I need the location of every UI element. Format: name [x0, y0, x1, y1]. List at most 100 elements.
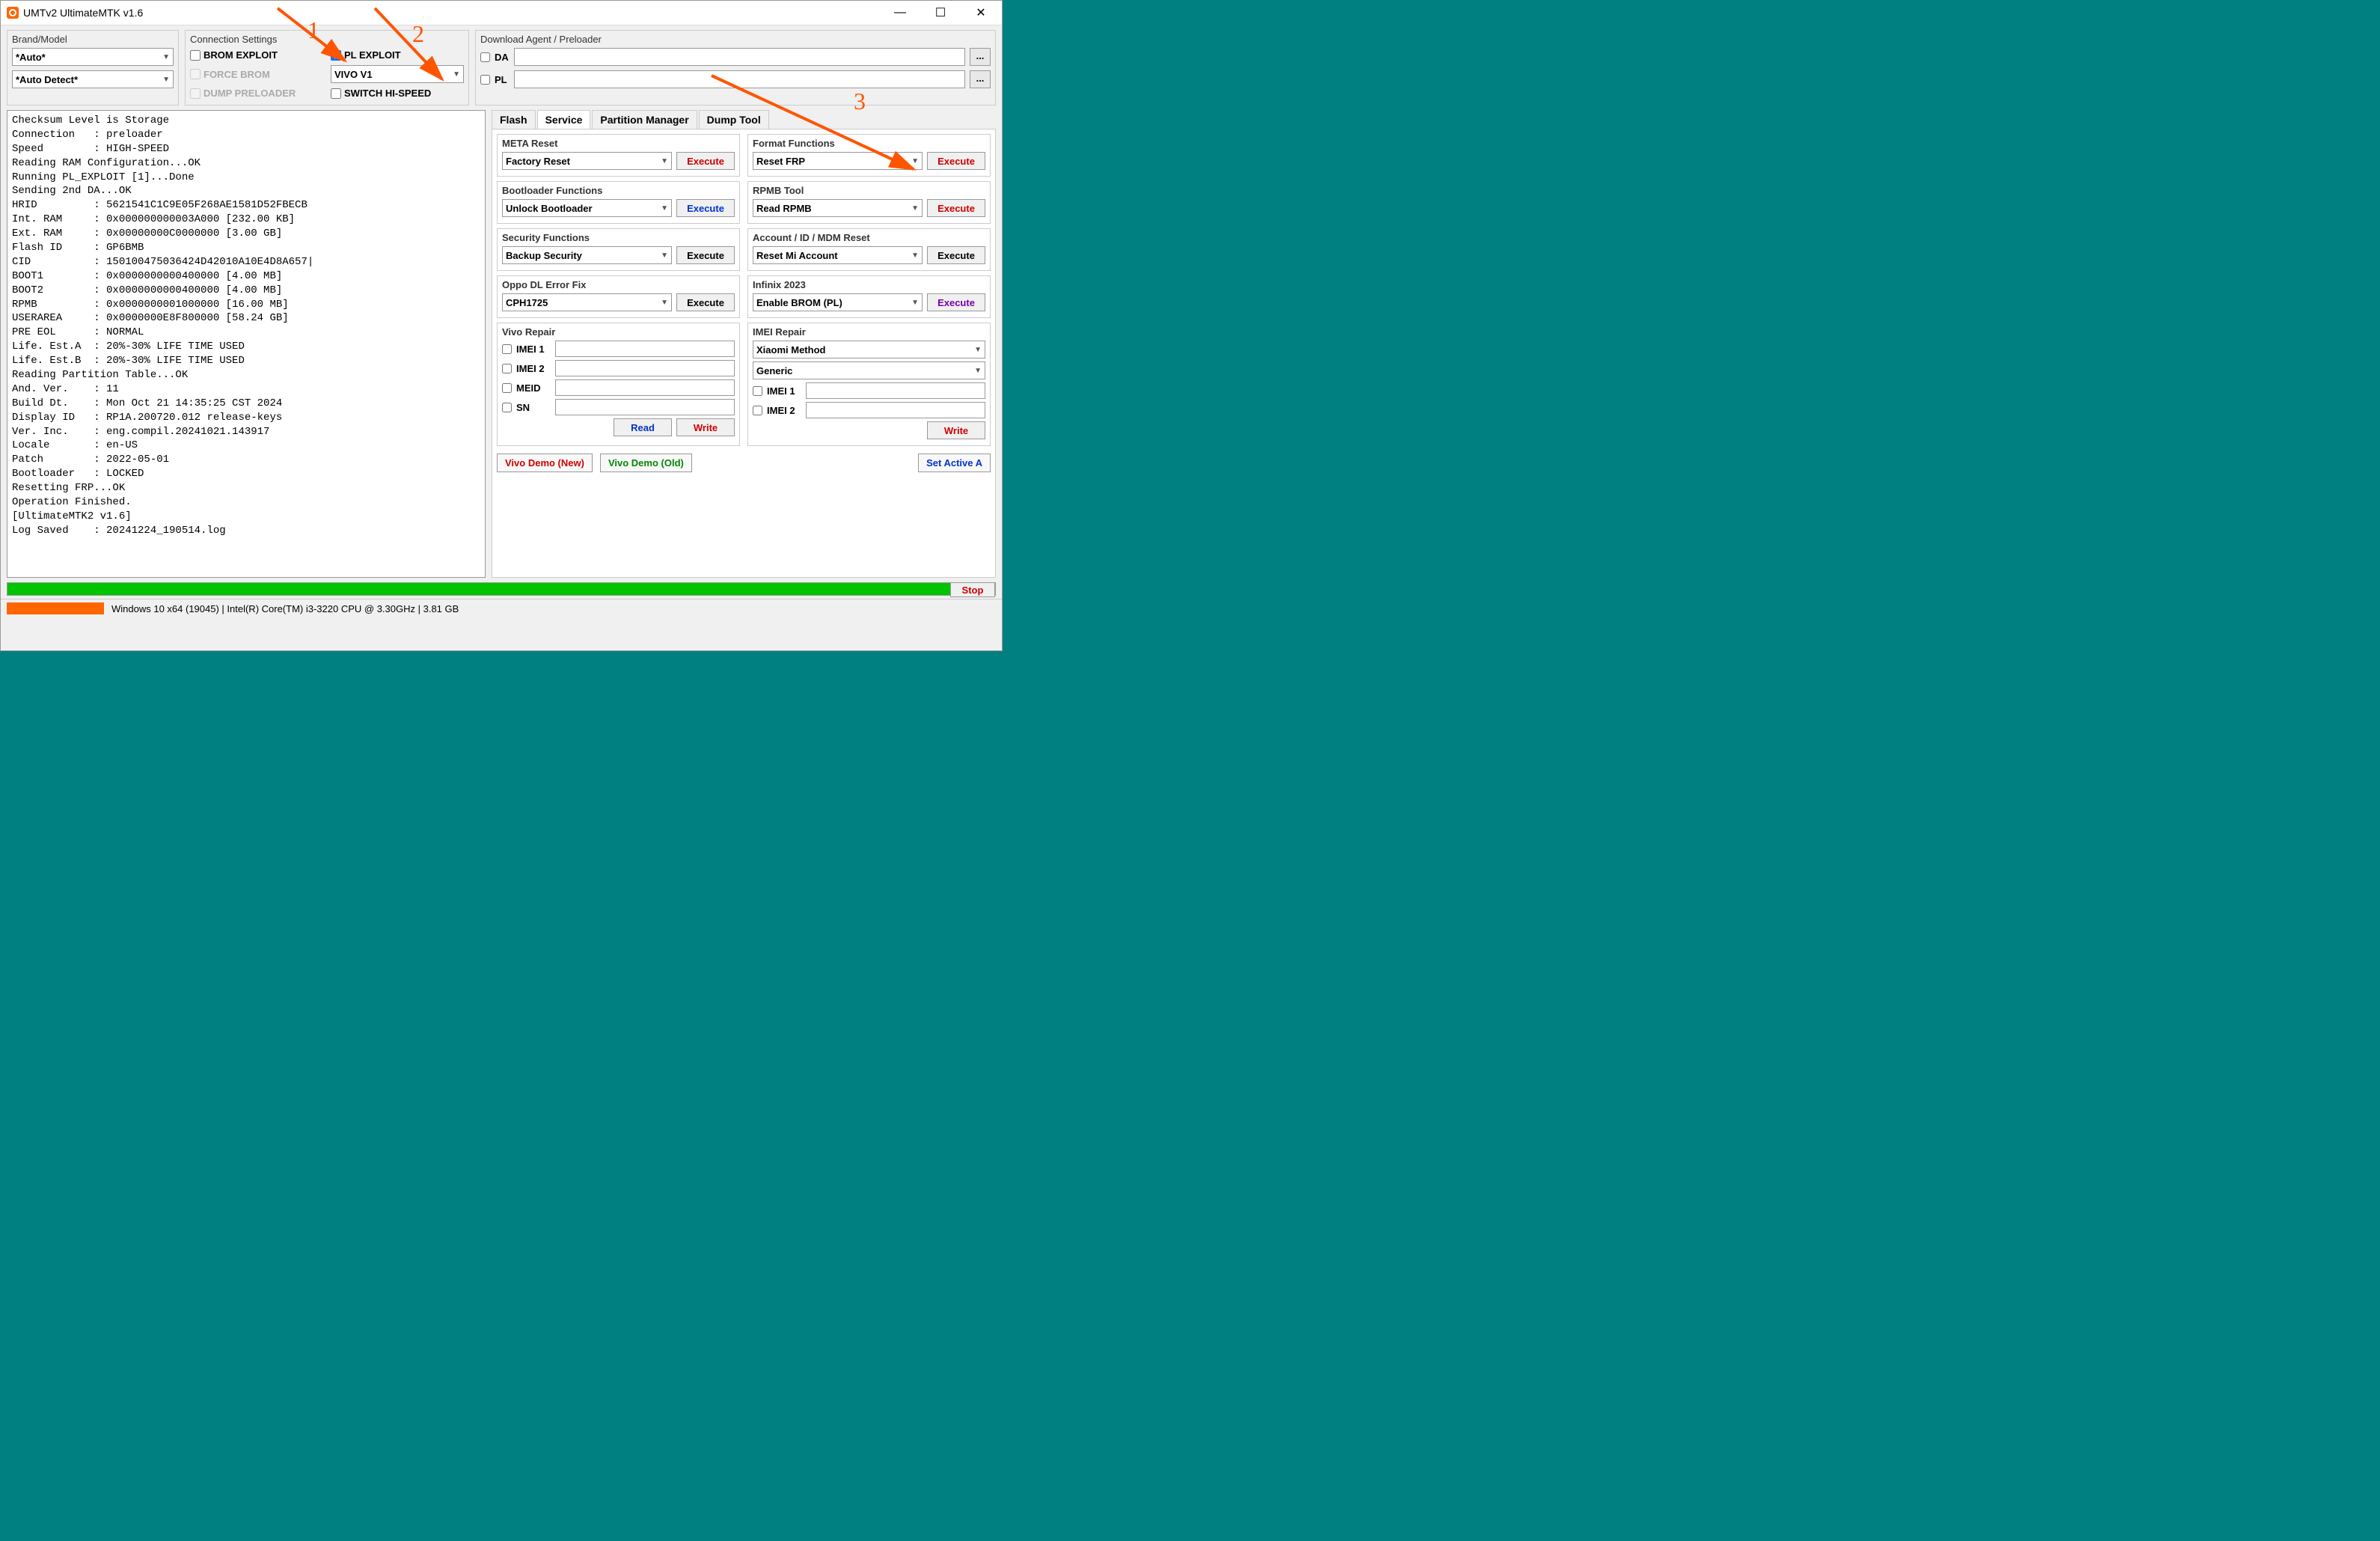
- tab-flash[interactable]: Flash: [492, 110, 536, 129]
- pl-path-input[interactable]: [514, 70, 965, 88]
- account-reset-group: Account / ID / MDM Reset Reset Mi Accoun…: [747, 228, 991, 271]
- log-panel: Checksum Level is Storage Connection : p…: [7, 110, 486, 578]
- vivo-meid-check[interactable]: [502, 383, 512, 393]
- imei-method-select[interactable]: Xiaomi Method▼: [753, 341, 985, 358]
- meta-reset-group: META Reset Factory Reset▼ Execute: [497, 134, 740, 177]
- pl-browse-button[interactable]: ...: [970, 70, 991, 88]
- vivo-write-button[interactable]: Write: [676, 418, 735, 436]
- sec-label: Security Functions: [502, 232, 735, 243]
- vivo-meid-input[interactable]: [555, 379, 735, 396]
- format-select[interactable]: Reset FRP▼: [753, 152, 923, 170]
- da-path-input[interactable]: [514, 48, 965, 66]
- close-button[interactable]: ✕: [966, 4, 996, 22]
- brand-value: *Auto*: [16, 52, 46, 63]
- brom-exploit-check[interactable]: BROM EXPLOIT: [190, 49, 323, 61]
- set-active-button[interactable]: Set Active A: [918, 454, 991, 472]
- top-settings: Brand/Model *Auto* ▼ *Auto Detect* ▼ Conne…: [1, 25, 1002, 110]
- dump-preloader-check: DUMP PRELOADER: [190, 88, 323, 99]
- imei-repair-imei1-input[interactable]: [806, 382, 985, 399]
- oppo-dl-group: Oppo DL Error Fix CPH1725▼ Execute: [497, 275, 740, 318]
- chevron-down-icon: ▼: [162, 76, 170, 84]
- maximize-button[interactable]: ☐: [926, 4, 955, 22]
- chevron-down-icon: ▼: [661, 251, 668, 260]
- minimize-button[interactable]: —: [885, 4, 915, 22]
- rpmb-select[interactable]: Read RPMB▼: [753, 199, 923, 217]
- vivo-read-button[interactable]: Read: [614, 418, 672, 436]
- infinix-execute-button[interactable]: Execute: [927, 293, 985, 311]
- vivo-imei1-input[interactable]: [555, 341, 735, 357]
- profile-value: VIVO V1: [334, 69, 373, 80]
- format-execute-button[interactable]: Execute: [927, 152, 985, 170]
- imei-repair-imei2-check[interactable]: [753, 406, 762, 415]
- imei-repair-label: IMEI Repair: [753, 326, 985, 338]
- chevron-down-icon: ▼: [661, 204, 668, 213]
- tab-service[interactable]: Service: [537, 110, 591, 129]
- chevron-down-icon: ▼: [453, 70, 460, 79]
- vivo-imei2-input[interactable]: [555, 360, 735, 376]
- da-check[interactable]: [480, 52, 490, 62]
- right-panel: Flash Service Partition Manager Dump Too…: [492, 110, 996, 578]
- sec-execute-button[interactable]: Execute: [676, 246, 735, 264]
- imei-write-button[interactable]: Write: [927, 421, 985, 439]
- dump-preloader-label: DUMP PRELOADER: [204, 88, 296, 99]
- vivo-demo-old-button[interactable]: Vivo Demo (Old): [600, 454, 692, 472]
- rpmb-label: RPMB Tool: [753, 185, 985, 196]
- oppo-execute-button[interactable]: Execute: [676, 293, 735, 311]
- chevron-down-icon: ▼: [661, 299, 668, 307]
- vivo-sn-input[interactable]: [555, 399, 735, 415]
- chevron-down-icon: ▼: [162, 53, 170, 61]
- format-label: Format Functions: [753, 138, 985, 149]
- model-value: *Auto Detect*: [16, 74, 78, 85]
- imei-repair-imei2-input[interactable]: [806, 402, 985, 418]
- imei-generic-select[interactable]: Generic▼: [753, 361, 985, 379]
- tab-partition[interactable]: Partition Manager: [592, 110, 697, 129]
- acct-execute-button[interactable]: Execute: [927, 246, 985, 264]
- meta-execute-button[interactable]: Execute: [676, 152, 735, 170]
- chevron-down-icon: ▼: [911, 299, 919, 307]
- vivo-repair-group: Vivo Repair IMEI 1 IMEI 2 MEID SN Read W…: [497, 323, 740, 446]
- imei-repair-group: IMEI Repair Xiaomi Method▼ Generic▼ IMEI…: [747, 323, 991, 446]
- security-functions-group: Security Functions Backup Security▼ Exec…: [497, 228, 740, 271]
- acct-label: Account / ID / MDM Reset: [753, 232, 985, 243]
- infinix-label: Infinix 2023: [753, 279, 985, 290]
- dl-label: Download Agent / Preloader: [480, 34, 991, 45]
- force-brom-check: FORCE BROM: [190, 67, 323, 82]
- brand-label: Brand/Model: [12, 34, 174, 45]
- vivo-imei1-check[interactable]: [502, 344, 512, 354]
- oppo-select[interactable]: CPH1725▼: [502, 293, 672, 311]
- vivo-imei2-check[interactable]: [502, 364, 512, 373]
- vivo-sn-check[interactable]: [502, 403, 512, 412]
- status-text: Windows 10 x64 (19045) | Intel(R) Core(T…: [111, 603, 459, 614]
- profile-select[interactable]: VIVO V1 ▼: [331, 65, 464, 83]
- acct-select[interactable]: Reset Mi Account▼: [753, 246, 923, 264]
- oppo-label: Oppo DL Error Fix: [502, 279, 735, 290]
- service-tab-content: META Reset Factory Reset▼ Execute Format…: [492, 129, 996, 578]
- connection-settings-group: Connection Settings BROM EXPLOIT PL EXPL…: [185, 30, 469, 106]
- pl-check[interactable]: [480, 75, 490, 85]
- brand-select[interactable]: *Auto* ▼: [12, 48, 174, 66]
- vivo-demo-new-button[interactable]: Vivo Demo (New): [497, 454, 593, 472]
- pl-label: PL: [495, 74, 510, 85]
- tab-dump[interactable]: Dump Tool: [699, 110, 769, 129]
- meta-select[interactable]: Factory Reset▼: [502, 152, 672, 170]
- app-icon: [7, 7, 19, 19]
- chevron-down-icon: ▼: [974, 346, 982, 354]
- imei-repair-imei1-check[interactable]: [753, 386, 762, 396]
- infinix-select[interactable]: Enable BROM (PL)▼: [753, 293, 923, 311]
- infinix-group: Infinix 2023 Enable BROM (PL)▼ Execute: [747, 275, 991, 318]
- switch-hispeed-label: SWITCH HI-SPEED: [344, 88, 431, 99]
- rpmb-tool-group: RPMB Tool Read RPMB▼ Execute: [747, 181, 991, 224]
- switch-hispeed-check[interactable]: SWITCH HI-SPEED: [331, 88, 464, 99]
- model-select[interactable]: *Auto Detect* ▼: [12, 70, 174, 88]
- da-browse-button[interactable]: ...: [970, 48, 991, 66]
- pl-exploit-check[interactable]: PL EXPLOIT: [331, 49, 464, 61]
- sec-select[interactable]: Backup Security▼: [502, 246, 672, 264]
- chevron-down-icon: ▼: [911, 251, 919, 260]
- boot-execute-button[interactable]: Execute: [676, 199, 735, 217]
- boot-select[interactable]: Unlock Bootloader▼: [502, 199, 672, 217]
- rpmb-execute-button[interactable]: Execute: [927, 199, 985, 217]
- tabs: Flash Service Partition Manager Dump Too…: [492, 110, 996, 129]
- stop-button[interactable]: Stop: [950, 582, 995, 597]
- conn-label: Connection Settings: [190, 34, 464, 45]
- main-area: Checksum Level is Storage Connection : p…: [1, 110, 1002, 578]
